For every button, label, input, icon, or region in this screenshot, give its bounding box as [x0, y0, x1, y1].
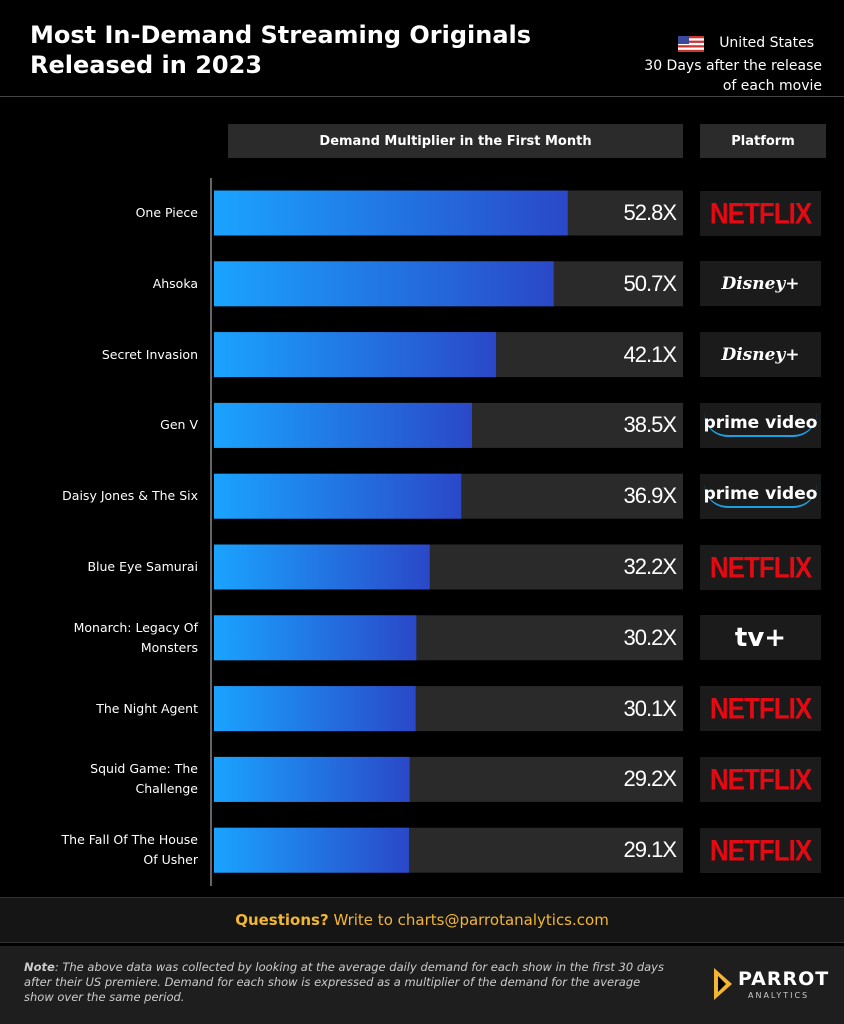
- platform-logo: tv+: [700, 615, 821, 661]
- note: Note: The above data was collected by lo…: [24, 960, 664, 1005]
- value-label: 29.1X: [623, 837, 678, 863]
- category-label: Daisy Jones & The Six: [62, 488, 198, 504]
- subtitle: 30 Days after the release of each movie: [644, 58, 822, 94]
- category-label: Gen V: [160, 417, 198, 433]
- bar: [214, 332, 497, 378]
- value-label: 52.8X: [623, 200, 678, 225]
- platform-name: prime video: [703, 484, 818, 509]
- logo: PARROT: [738, 968, 830, 990]
- note-label: Note: [24, 960, 55, 974]
- logo-sub: ANALYTICS: [748, 991, 810, 1000]
- platform-logo: prime video: [700, 473, 821, 519]
- bar: [214, 756, 410, 802]
- platform-name: tv+: [734, 622, 787, 653]
- platform-name: NETFLIX: [709, 761, 812, 797]
- platform-name: Disney+: [721, 344, 800, 365]
- category-label: Squid Game: The Challenge: [90, 761, 198, 797]
- note-box: Note: The above data was collected by lo…: [0, 946, 844, 1024]
- value-label: 29.2X: [623, 766, 678, 792]
- value-label: 38.5X: [623, 412, 678, 438]
- value-label: 42.1X: [623, 341, 678, 367]
- platform-logo: Disney+: [700, 332, 821, 378]
- value-label: 50.7X: [623, 270, 678, 296]
- note-text: : The above data was collected by lookin…: [24, 960, 664, 1004]
- platform-logo: NETFLIX: [700, 827, 821, 873]
- platform-logo: NETFLIX: [700, 544, 821, 590]
- question: Questions?: [235, 911, 329, 929]
- bar: [214, 686, 416, 732]
- platform-logo: Disney+: [700, 261, 821, 307]
- bar: [214, 615, 417, 661]
- bar: [214, 473, 462, 519]
- platform-name: NETFLIX: [709, 832, 812, 867]
- bar: [214, 190, 568, 236]
- category-label: The Fall Of The House Of Usher: [61, 832, 198, 868]
- bar: [214, 402, 472, 448]
- value-label: 36.9X: [623, 483, 678, 509]
- title: Most In-Demand Streaming Originals Relea…: [30, 21, 532, 79]
- category-label: One Piece: [135, 205, 198, 220]
- divider: [0, 96, 844, 97]
- platform-logo: prime video: [700, 402, 821, 448]
- contact-bar: Questions? Write to charts@parrotanalyti…: [0, 897, 844, 943]
- contact: Write to charts@parrotanalytics.com: [333, 911, 609, 929]
- platform-logo: NETFLIX: [700, 756, 821, 802]
- value-label: 30.2X: [623, 624, 678, 650]
- bar: [214, 827, 409, 873]
- platform-logo: NETFLIX: [700, 190, 821, 236]
- category-label: Monarch: Legacy Of Monsters: [73, 619, 198, 655]
- value-label: 30.1X: [623, 695, 678, 721]
- category-label: Secret Invasion: [101, 346, 198, 362]
- platform-name: NETFLIX: [709, 690, 812, 726]
- logo-icon: [714, 968, 732, 1000]
- platform-header: Platform: [700, 124, 826, 158]
- platform-logo: NETFLIX: [700, 686, 821, 732]
- flag: [678, 36, 704, 52]
- platform-name: NETFLIX: [709, 195, 812, 230]
- value-header: Demand Multiplier in the First Month: [228, 124, 683, 158]
- region: United States: [719, 35, 814, 51]
- category-label: Ahsoka: [152, 275, 198, 291]
- category-label: Blue Eye Samurai: [87, 559, 198, 574]
- platform-name: prime video: [703, 413, 818, 438]
- bar: [214, 261, 554, 307]
- bar: [214, 544, 430, 590]
- value-label: 32.2X: [623, 554, 678, 579]
- platform-name: NETFLIX: [709, 549, 812, 584]
- category-label: The Night Agent: [96, 700, 198, 716]
- platform-name: Disney+: [721, 273, 800, 294]
